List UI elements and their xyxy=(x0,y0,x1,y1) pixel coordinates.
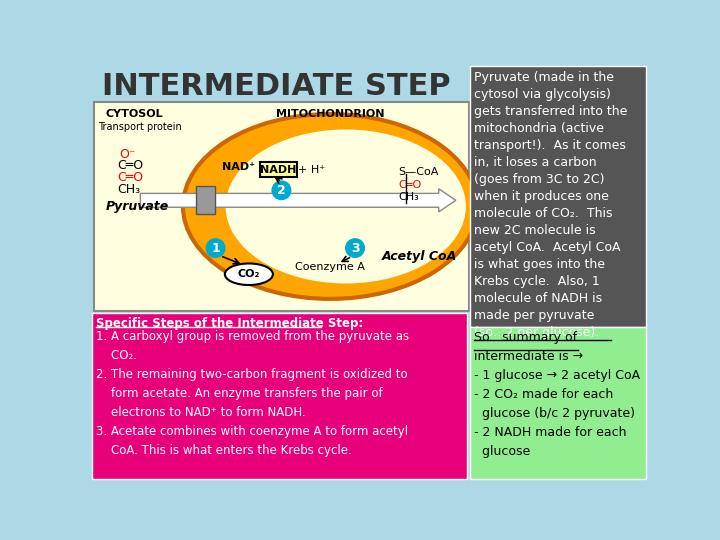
Circle shape xyxy=(272,181,291,200)
Text: C═O: C═O xyxy=(398,179,422,190)
Text: Pyruvate: Pyruvate xyxy=(106,200,168,213)
Text: Coenzyme A: Coenzyme A xyxy=(295,262,365,272)
Text: CH₃: CH₃ xyxy=(398,192,419,202)
Text: NAD⁺: NAD⁺ xyxy=(222,161,256,172)
FancyBboxPatch shape xyxy=(91,313,467,479)
Text: CYTOSOL: CYTOSOL xyxy=(106,110,163,119)
FancyBboxPatch shape xyxy=(196,186,215,214)
Text: C═O: C═O xyxy=(117,171,143,184)
Text: 2: 2 xyxy=(277,184,286,197)
Text: MITOCHONDRION: MITOCHONDRION xyxy=(276,110,384,119)
FancyArrow shape xyxy=(140,189,456,212)
FancyBboxPatch shape xyxy=(469,66,647,327)
Text: CO₂: CO₂ xyxy=(238,269,260,279)
Ellipse shape xyxy=(225,130,466,284)
Text: Acetyl CoA: Acetyl CoA xyxy=(382,249,457,262)
Circle shape xyxy=(346,239,364,257)
Text: Pyruvate (made in the
cytosol via glycolysis)
gets transferred into the
mitochon: Pyruvate (made in the cytosol via glycol… xyxy=(474,71,628,339)
Text: INTERMEDIATE STEP: INTERMEDIATE STEP xyxy=(102,72,450,101)
FancyBboxPatch shape xyxy=(94,102,469,311)
Text: Specific Steps of the Intermediate Step:: Specific Steps of the Intermediate Step: xyxy=(96,318,364,330)
Text: NADH: NADH xyxy=(260,165,297,174)
Text: O⁻: O⁻ xyxy=(120,148,136,161)
Text: Transport protein: Transport protein xyxy=(98,122,181,132)
Text: So…summary of
intermediate is →
- 1 glucose → 2 acetyl CoA
- 2 CO₂ made for each: So…summary of intermediate is → - 1 gluc… xyxy=(474,331,641,458)
FancyBboxPatch shape xyxy=(260,162,297,177)
Ellipse shape xyxy=(225,264,273,285)
Text: 1. A carboxyl group is removed from the pyruvate as
    CO₂.
2. The remaining tw: 1. A carboxyl group is removed from the … xyxy=(96,330,410,457)
Text: 3: 3 xyxy=(351,241,359,254)
Text: C═O: C═O xyxy=(117,159,143,172)
Ellipse shape xyxy=(183,114,477,299)
FancyBboxPatch shape xyxy=(469,327,647,479)
Text: 1: 1 xyxy=(211,241,220,254)
Text: CH₃: CH₃ xyxy=(117,184,140,197)
Circle shape xyxy=(206,239,225,257)
Text: S—CoA: S—CoA xyxy=(398,167,438,177)
Text: + H⁺: + H⁺ xyxy=(297,165,325,174)
